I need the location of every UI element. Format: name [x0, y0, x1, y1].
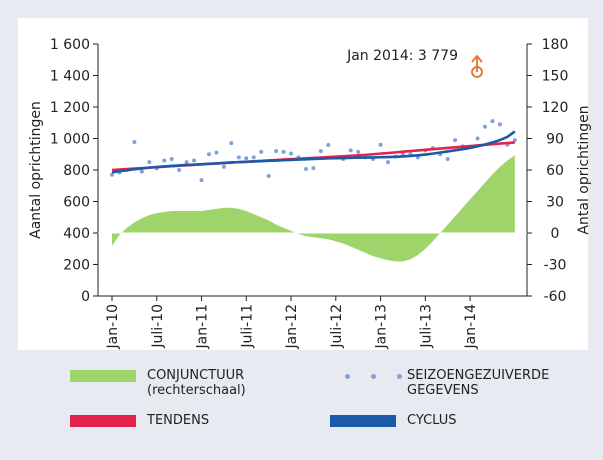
y-tick-label: 0 [81, 289, 90, 305]
point [192, 158, 197, 163]
point [244, 156, 249, 161]
x-tick-label: Jan-11 [195, 304, 211, 349]
point [169, 156, 174, 161]
x-tick-label: Jan-10 [105, 304, 121, 349]
legend-label: TENDENS [147, 413, 210, 428]
y-tick-label: 400 [63, 226, 90, 242]
y2-tick-label: 60 [546, 163, 564, 179]
point [483, 124, 487, 129]
area [112, 155, 515, 262]
point [326, 142, 331, 147]
point [318, 149, 323, 154]
legend-swatch [397, 374, 402, 379]
y2-tick-label: 180 [542, 37, 569, 53]
y2-tick-label: 0 [551, 226, 560, 242]
outlier-arrow-icon [471, 54, 483, 78]
point [184, 160, 189, 165]
point [475, 136, 480, 141]
point [147, 160, 152, 165]
point [162, 158, 167, 163]
x-tick-label: Juli-12 [329, 304, 345, 349]
point [348, 148, 353, 153]
legend-swatch [371, 374, 376, 379]
point [266, 173, 271, 178]
y-axis-label: Aantal oprichtingen [28, 101, 44, 239]
x-tick-label: Jan-12 [284, 304, 300, 349]
point [274, 149, 279, 154]
point [236, 155, 241, 160]
legend-label: CONJUNCTUUR (rechterschaal) [147, 368, 246, 398]
point [303, 167, 308, 172]
point [289, 151, 294, 156]
plot-area [110, 119, 517, 262]
y2-tick-label: 90 [546, 132, 564, 148]
point [378, 142, 383, 147]
y-tick-label: 1 400 [50, 69, 90, 85]
point [386, 160, 391, 165]
point [139, 169, 144, 174]
line [111, 130, 516, 174]
point [259, 149, 264, 154]
y-tick-label: 1 200 [50, 100, 90, 116]
point [229, 141, 234, 146]
point [221, 164, 226, 169]
point [214, 150, 219, 155]
point [490, 119, 495, 124]
x-tick-label: Juli-10 [150, 304, 166, 349]
x-tick-label: Jan-14 [463, 304, 479, 350]
point [251, 155, 256, 160]
y2-axis-label: Antal oprichtingen [576, 105, 592, 234]
point [177, 168, 182, 172]
y-tick-label: 600 [63, 195, 90, 211]
legend-swatch [330, 415, 396, 427]
y-tick-label: 1 000 [50, 132, 90, 148]
x-tick-label: Jan-13 [374, 304, 390, 349]
y-tick-label: 800 [63, 163, 90, 179]
legend-swatch [70, 370, 136, 382]
point [311, 166, 316, 171]
y-tick-label: 1 600 [50, 37, 90, 53]
legend-label: SEIZOENGEZUIVERDE GEGEVENS [407, 368, 550, 398]
point [206, 152, 211, 157]
legend-swatch [345, 374, 350, 379]
annotation: Jan 2014: 3 779 [346, 48, 458, 64]
y2-tick-label: 30 [546, 195, 564, 211]
y2-tick-label: 120 [542, 100, 569, 116]
y2-tick-label: -60 [544, 289, 567, 305]
legend-swatch [70, 415, 136, 427]
point [445, 156, 450, 161]
y2-tick-label: -30 [544, 258, 567, 274]
x-tick-label: Juli-11 [239, 304, 255, 349]
point [281, 149, 286, 154]
point [110, 172, 114, 177]
legend-label: CYCLUS [407, 413, 457, 428]
point [453, 138, 458, 143]
x-tick-label: Juli-13 [418, 304, 434, 349]
point [512, 138, 517, 143]
point [497, 122, 502, 127]
point [132, 139, 137, 144]
point [356, 149, 361, 154]
point [199, 178, 204, 183]
y-tick-label: 200 [63, 258, 90, 274]
y2-tick-label: 150 [542, 69, 569, 85]
